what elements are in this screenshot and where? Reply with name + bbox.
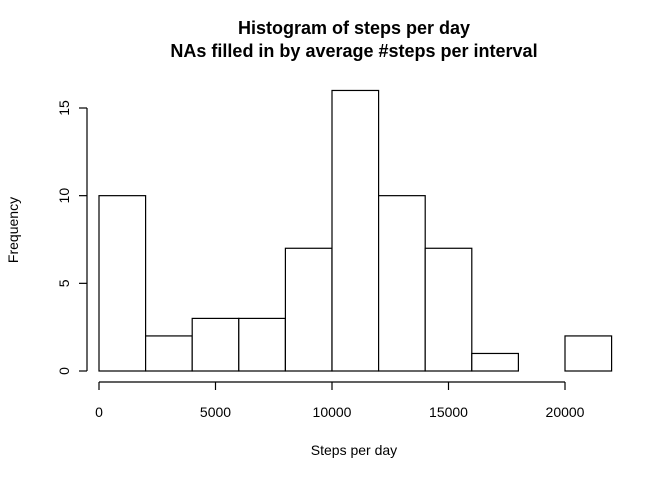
histogram-bar-8 xyxy=(471,352,519,372)
histogram-bar-3 xyxy=(238,317,287,372)
x-axis-label: Steps per day xyxy=(311,442,397,458)
x-axis: 0 5000 10000 15000 20000 xyxy=(95,381,585,420)
histogram-bar-6 xyxy=(378,195,426,372)
histogram-bar-5 xyxy=(331,89,380,372)
y-tick-label: 0 xyxy=(56,367,72,375)
y-tick-label: 15 xyxy=(56,100,72,116)
y-axis: 0 5 10 15 xyxy=(56,100,88,375)
chart-subtitle: NAs filled in by average #steps per inte… xyxy=(170,41,537,61)
y-tick-label: 10 xyxy=(56,188,72,204)
histogram-bar-7 xyxy=(424,247,473,372)
x-tick-label: 20000 xyxy=(546,404,585,420)
x-tick-label: 15000 xyxy=(429,404,468,420)
histogram-bar-2 xyxy=(191,317,240,372)
x-tick-label: 5000 xyxy=(200,404,231,420)
x-tick-label: 0 xyxy=(95,404,103,420)
chart-title: Histogram of steps per day xyxy=(238,18,470,38)
histogram-bar-4 xyxy=(284,247,333,372)
histogram-bar-10 xyxy=(564,335,613,372)
y-tick-label: 5 xyxy=(56,279,72,287)
histogram-bar-1 xyxy=(145,335,193,372)
x-tick-label: 10000 xyxy=(313,404,352,420)
y-axis-label: Frequency xyxy=(5,197,21,263)
histogram-bar-0 xyxy=(98,195,147,372)
bars-group xyxy=(98,89,613,372)
